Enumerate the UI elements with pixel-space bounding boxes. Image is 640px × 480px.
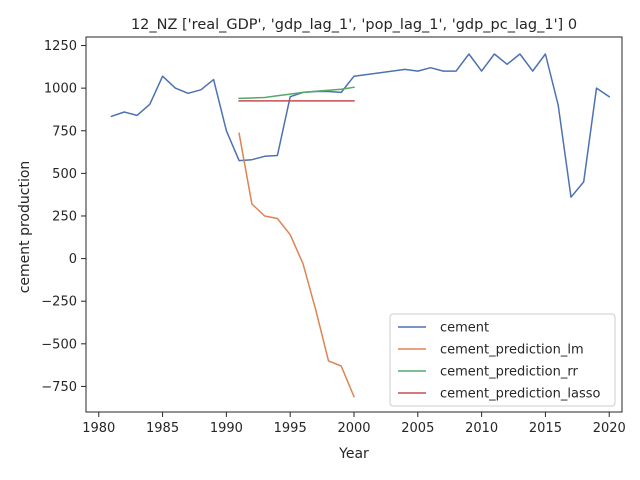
y-tick-label: 250 [52,209,77,224]
y-axis: −750 −500 −250 0 250 500 750 1000 1250 [41,39,86,395]
y-axis-label: cement production [17,161,33,294]
legend-label-cement_prediction_lasso: cement_prediction_lasso [440,387,600,402]
legend-label-cement: cement [440,321,489,336]
y-tick-label: −750 [41,380,77,395]
legend: cement cement_prediction_lm cement_predict… [389,313,616,407]
series-line-cement_prediction_lm [238,132,355,398]
x-tick-label: 1990 [210,421,243,436]
x-tick-label: 1985 [146,421,179,436]
x-tick-label: 2005 [401,421,434,436]
series-layer [110,53,611,398]
legend-label-cement_prediction_lm: cement_prediction_lm [440,343,584,358]
series-line-cement [110,53,611,198]
x-tick-label: 1980 [82,421,115,436]
x-axis-label: Year [338,446,369,462]
legend-label-cement_prediction_rr: cement_prediction_rr [440,365,578,380]
x-tick-label: 2000 [337,421,370,436]
legend-box [389,313,616,407]
chart-title: 12_NZ ['real_GDP', 'gdp_lag_1', 'pop_lag… [131,17,577,33]
x-tick-label: 2015 [529,421,562,436]
x-axis: 1980 1985 1990 1995 2000 2005 2010 2015 2020 [82,412,626,436]
x-tick-label: 2020 [593,421,626,436]
y-tick-label: −250 [41,295,77,310]
y-tick-label: 1250 [44,39,77,54]
y-tick-label: 0 [69,252,77,267]
x-tick-label: 1995 [274,421,307,436]
series-line-cement_prediction_rr [238,86,355,100]
x-tick-label: 2010 [465,421,498,436]
y-tick-label: 1000 [44,82,77,97]
y-tick-label: 750 [52,124,77,139]
y-tick-label: 500 [52,167,77,182]
y-tick-label: −500 [41,337,77,352]
